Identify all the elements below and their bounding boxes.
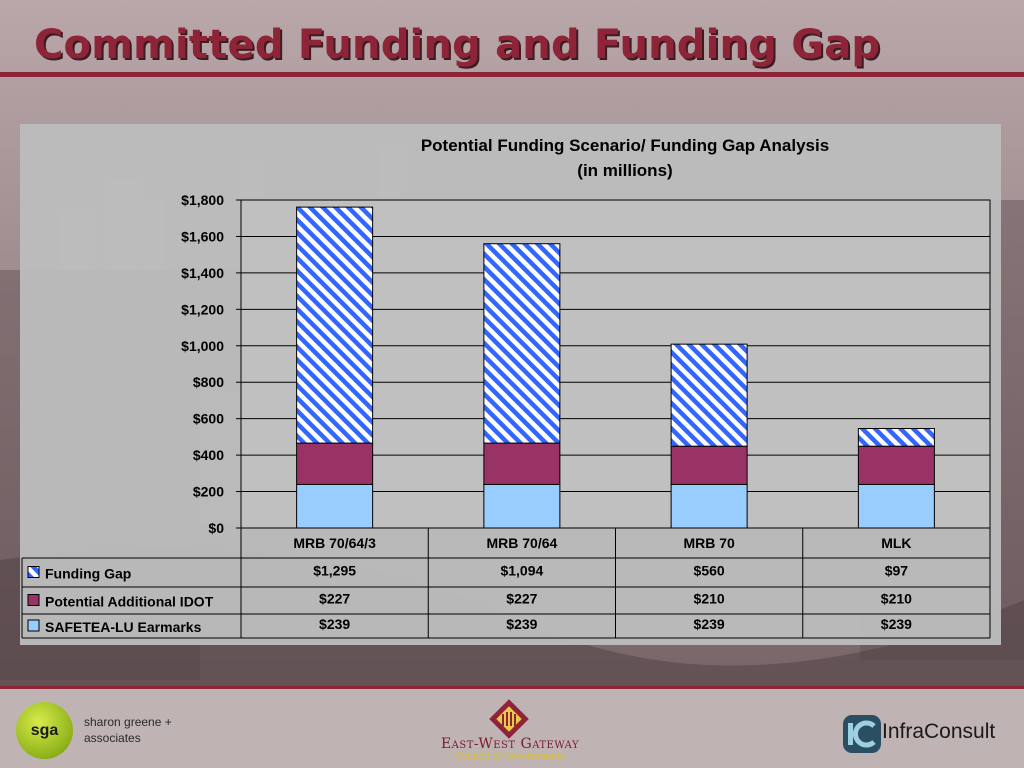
footer-bar: sga sharon greene + associates East-West… xyxy=(0,686,1024,768)
legend-swatch xyxy=(27,594,40,606)
y-tick-label: $1,600 xyxy=(181,228,224,244)
bar-potential-additional-idot xyxy=(296,442,374,485)
category-label: MRB 70 xyxy=(683,535,735,551)
data-label: $1,094 xyxy=(500,563,543,579)
y-tick-label: $200 xyxy=(193,484,224,500)
infraconsult-name: InfraConsult xyxy=(882,720,996,743)
sga-company-name: sharon greene + associates xyxy=(84,715,172,745)
bar-safetea-lu-earmarks xyxy=(296,483,374,529)
y-tick-label: $600 xyxy=(193,411,224,427)
bar-safetea-lu-earmarks xyxy=(670,483,748,529)
title-divider xyxy=(0,72,1024,77)
data-label: $210 xyxy=(694,591,725,607)
bar-funding-gap xyxy=(857,428,935,447)
legend-swatch xyxy=(27,566,40,578)
slide-title: Committed Funding and Funding Gap xyxy=(34,22,881,68)
y-tick-label: $1,000 xyxy=(181,338,224,354)
data-label: $227 xyxy=(319,591,350,607)
category-label: MRB 70/64/3 xyxy=(293,535,376,551)
data-label: $239 xyxy=(694,616,725,632)
east-west-gateway-emblem-icon xyxy=(489,699,529,739)
data-label: $97 xyxy=(885,563,909,579)
sga-logo: sga xyxy=(16,702,73,759)
data-label: $227 xyxy=(506,591,537,607)
bar-safetea-lu-earmarks xyxy=(483,483,561,529)
category-label: MLK xyxy=(881,535,911,551)
east-west-gateway-subtitle: Council of Governments xyxy=(454,752,566,762)
data-label: $239 xyxy=(506,616,537,632)
y-tick-label: $0 xyxy=(208,520,224,536)
data-label: $239 xyxy=(881,616,912,632)
legend-swatch xyxy=(27,619,40,632)
bar-safetea-lu-earmarks xyxy=(857,483,935,529)
bar-potential-additional-idot xyxy=(483,442,561,485)
bar-funding-gap xyxy=(670,343,748,447)
infraconsult-icon xyxy=(843,715,881,753)
bar-potential-additional-idot xyxy=(670,445,748,485)
category-label: MRB 70/64 xyxy=(486,535,557,551)
chart-title: Potential Funding Scenario/ Funding Gap … xyxy=(421,136,829,155)
legend-entry: SAFETEA-LU Earmarks xyxy=(45,619,202,635)
y-tick-label: $800 xyxy=(193,374,224,390)
data-label: $560 xyxy=(694,563,725,579)
bar-funding-gap xyxy=(296,206,374,444)
bar-funding-gap xyxy=(483,243,561,444)
legend-entry: Funding Gap xyxy=(45,566,131,582)
y-tick-label: $1,400 xyxy=(181,265,224,281)
footer-divider xyxy=(0,686,1024,689)
y-tick-label: $1,800 xyxy=(181,192,224,208)
y-tick-label: $1,200 xyxy=(181,301,224,317)
data-label: $239 xyxy=(319,616,350,632)
east-west-gateway-name: East-West Gateway xyxy=(440,736,580,752)
y-tick-label: $400 xyxy=(193,447,224,463)
data-label: $210 xyxy=(881,591,912,607)
data-label: $1,295 xyxy=(313,563,356,579)
legend-entry: Potential Additional IDOT xyxy=(45,594,214,610)
infraconsult-logo: InfraConsult xyxy=(842,714,1014,754)
stacked-bar-chart: Potential Funding Scenario/ Funding Gap … xyxy=(21,136,991,639)
chart-subtitle: (in millions) xyxy=(577,161,672,180)
bar-potential-additional-idot xyxy=(857,445,935,485)
